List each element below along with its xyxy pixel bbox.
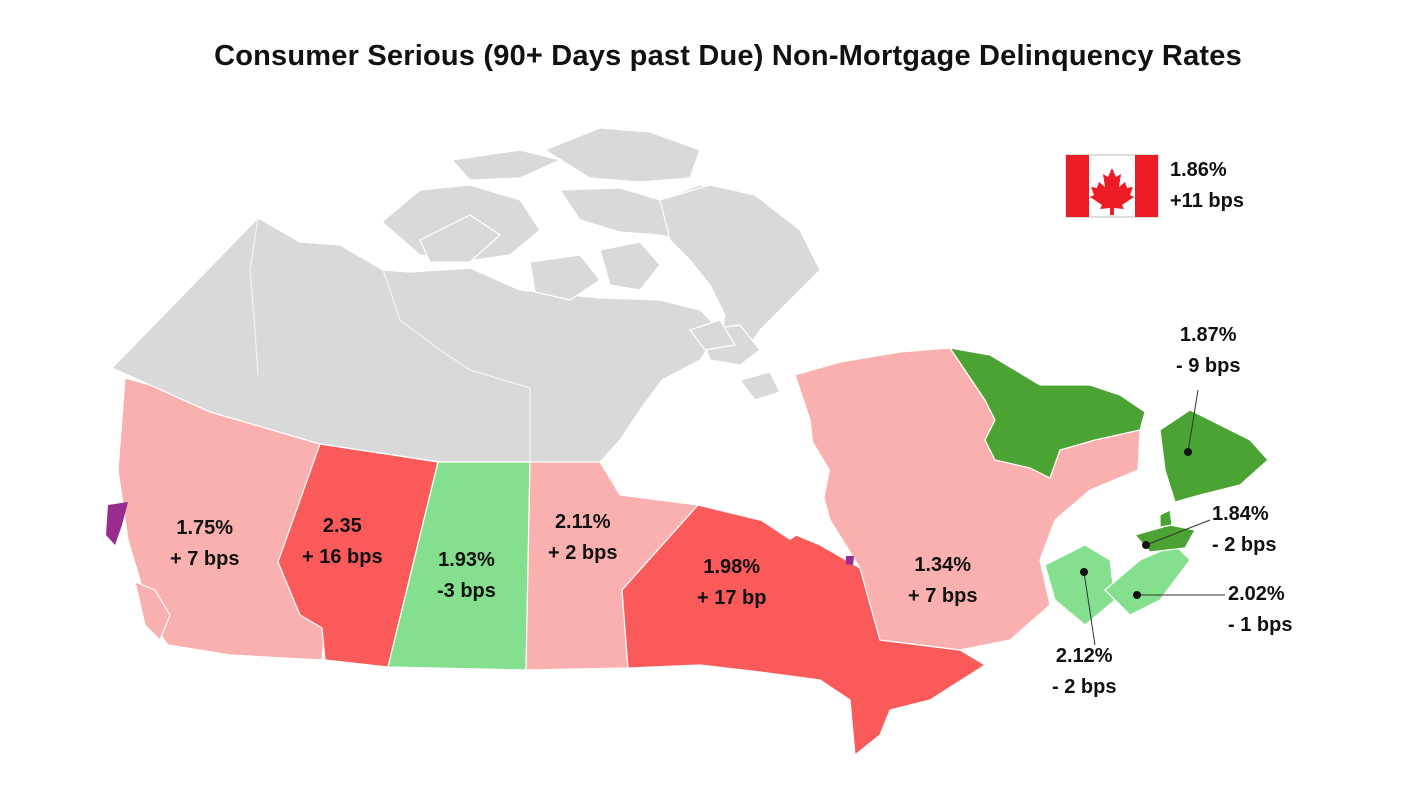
- pe-rate: 1.84%: [1212, 503, 1269, 525]
- label-ns: 2.02% - 1 bps: [1228, 579, 1292, 641]
- pe-change: - 2 bps: [1212, 534, 1277, 556]
- ab-change: + 16 bps: [302, 546, 383, 568]
- provinces: [106, 347, 1269, 757]
- pe-leader: [1145, 519, 1211, 546]
- nl-rate: 1.87%: [1179, 324, 1237, 346]
- ns-dot: [1133, 591, 1141, 599]
- on-rate: 1.98%: [703, 556, 761, 578]
- label-nl: 1.87% - 9 bps: [1176, 320, 1240, 382]
- maple-leaf-icon: [1090, 168, 1134, 215]
- ns-rate: 2.02%: [1228, 583, 1285, 605]
- pe-island: [1159, 509, 1173, 528]
- label-ab: 2.35 + 16 bps: [302, 511, 383, 573]
- nb-change: - 2 bps: [1052, 676, 1117, 698]
- nl-newfoundland: [1159, 409, 1269, 503]
- qc-rate: 1.34%: [914, 554, 972, 576]
- on-change: + 17 bp: [697, 587, 767, 609]
- national-label: 1.86% +11 bps: [1170, 155, 1244, 217]
- label-pe: 1.84% - 2 bps: [1212, 499, 1276, 561]
- sk-change: -3 bps: [437, 580, 496, 602]
- canada-flag-icon: [1065, 154, 1159, 218]
- label-mb: 2.11% + 2 bps: [548, 507, 617, 569]
- pe-dot: [1142, 541, 1150, 549]
- arctic-island-6: [529, 254, 601, 301]
- nb-region: [1044, 544, 1116, 626]
- label-bc: 1.75% + 7 bps: [170, 513, 239, 575]
- nb-leader: [1083, 571, 1096, 646]
- ns-change: - 1 bps: [1228, 614, 1293, 636]
- hudson-island: [689, 319, 736, 351]
- bc-purple-island: [106, 502, 128, 545]
- label-qc: 1.34% + 7 bps: [908, 550, 977, 612]
- arctic-island-9: [738, 371, 781, 401]
- arctic-island-7: [599, 241, 661, 291]
- arctic-island-3: [450, 149, 562, 181]
- qc-change: + 7 bps: [908, 585, 978, 607]
- label-nb: 2.12% - 2 bps: [1052, 641, 1116, 703]
- national-rate: 1.86%: [1170, 159, 1227, 181]
- sk-rate: 1.93%: [438, 549, 495, 571]
- ab-rate: 2.35: [322, 515, 362, 537]
- nl-leader: [1187, 389, 1199, 453]
- mb-rate: 2.11%: [554, 511, 611, 533]
- territories: [110, 127, 821, 463]
- national-change: +11 bps: [1170, 190, 1244, 212]
- arctic-island-2: [419, 214, 501, 263]
- label-on: 1.98% + 17 bp: [697, 552, 766, 614]
- ns-region: [1104, 544, 1191, 616]
- territory-border-1: [249, 217, 259, 376]
- arctic-island-4: [543, 127, 701, 183]
- nb-rate: 2.12%: [1055, 645, 1113, 667]
- bc-rate: 1.75%: [176, 517, 234, 539]
- bc-region: [117, 377, 326, 661]
- callouts: [1080, 389, 1225, 646]
- nl-change: - 9 bps: [1176, 355, 1241, 377]
- map-title: Consumer Serious (90+ Days past Due) Non…: [214, 40, 1242, 72]
- territory-border-2: [382, 269, 531, 462]
- nl-dot: [1184, 448, 1192, 456]
- on-region: [621, 504, 987, 757]
- hudson-bay-white: [620, 385, 830, 540]
- mb-change: + 2 bps: [548, 542, 618, 564]
- label-sk: 1.93% -3 bps: [437, 545, 496, 607]
- bc-change: + 7 bps: [170, 548, 240, 570]
- nb-dot: [1080, 568, 1088, 576]
- bc-island: [134, 581, 171, 642]
- on-purple-dot: [846, 556, 854, 565]
- nl-labrador: [948, 347, 1146, 479]
